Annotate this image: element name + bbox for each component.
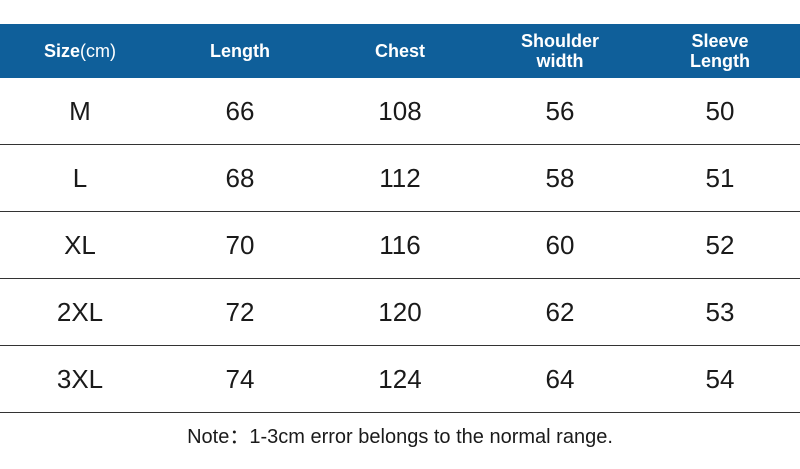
header-size: Size(cm) [0, 41, 160, 61]
table-row: M 66 108 56 50 [0, 78, 800, 145]
cell-size: L [72, 163, 88, 193]
cell-sleeve-length: 50 [705, 96, 735, 126]
cell-sleeve-length: 53 [705, 297, 735, 327]
cell-length: 66 [225, 96, 255, 126]
cell-chest: 120 [378, 297, 422, 327]
cell-shoulder-width: 64 [545, 364, 575, 394]
cell-length: 74 [225, 364, 255, 394]
size-chart-table: Size(cm) Length Chest Shoulder width Sle… [0, 24, 800, 413]
cell-length: 72 [225, 297, 255, 327]
cell-shoulder-width: 56 [545, 96, 575, 126]
header-chest: Chest [374, 41, 425, 61]
table-row: 3XL 74 124 64 54 [0, 346, 800, 413]
table-row: XL 70 116 60 52 [0, 212, 800, 279]
cell-shoulder-width: 60 [545, 230, 575, 260]
cell-size: 2XL [56, 297, 104, 327]
cell-chest: 112 [379, 163, 421, 193]
header-size-label: Size [43, 41, 81, 61]
cell-size: 3XL [56, 364, 104, 394]
header-size-unit: (cm) [80, 41, 116, 61]
cell-sleeve-length: 51 [705, 163, 735, 193]
cell-shoulder-width: 58 [545, 163, 575, 193]
cell-size: XL [64, 230, 96, 260]
cell-shoulder-width: 62 [545, 297, 575, 327]
cell-sleeve-length: 52 [705, 230, 735, 260]
cell-length: 68 [225, 163, 255, 193]
cell-size: M [69, 96, 91, 126]
header-shoulder-width: Shoulder width [520, 31, 599, 71]
header-length: Length [210, 41, 270, 61]
table-row: 2XL 72 120 62 53 [0, 279, 800, 346]
cell-chest: 116 [379, 230, 421, 260]
cell-length: 70 [225, 230, 255, 260]
table-header-row: Size(cm) Length Chest Shoulder width Sle… [0, 24, 800, 78]
cell-chest: 124 [378, 364, 422, 394]
cell-chest: 108 [378, 96, 422, 126]
header-sleeve-length: Sleeve Length [690, 31, 750, 71]
cell-sleeve-length: 54 [705, 364, 735, 394]
table-row: L 68 112 58 51 [0, 145, 800, 212]
measurement-note: Note：1-3cm error belongs to the normal r… [187, 426, 613, 448]
